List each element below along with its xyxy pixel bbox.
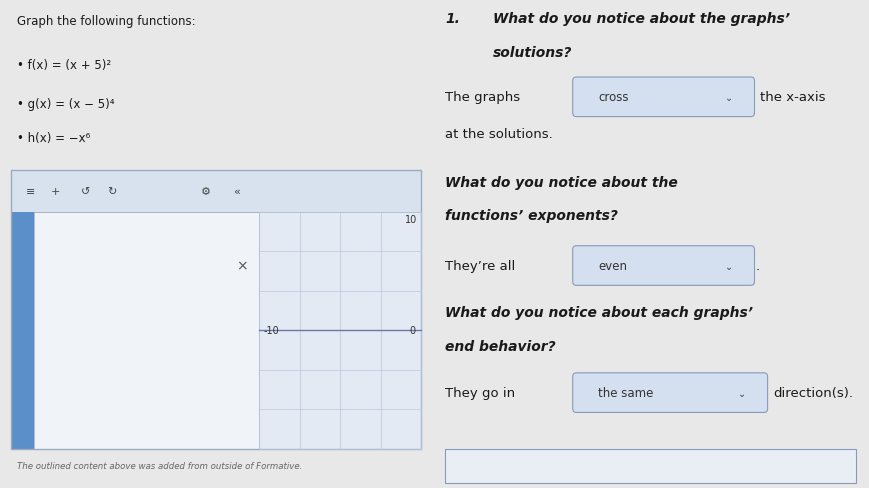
FancyBboxPatch shape [445,449,856,483]
FancyBboxPatch shape [573,78,754,117]
Text: The outlined content above was added from outside of Formative.: The outlined content above was added fro… [17,461,302,470]
Text: -10: -10 [263,325,279,336]
Text: What do you notice about the: What do you notice about the [445,176,678,190]
FancyBboxPatch shape [35,212,259,449]
FancyBboxPatch shape [259,212,421,449]
Text: the x-axis: the x-axis [760,91,826,104]
Text: What do you notice about the graphs’: What do you notice about the graphs’ [494,12,790,26]
Text: the same: the same [598,386,653,399]
Text: at the solutions.: at the solutions. [445,128,553,141]
FancyBboxPatch shape [573,246,754,286]
Text: +: + [51,186,61,197]
Text: «: « [233,186,240,197]
Text: • g(x) = (x − 5)⁴: • g(x) = (x − 5)⁴ [17,98,115,111]
Text: functions’ exponents?: functions’ exponents? [445,209,618,223]
Text: • h(x) = −x⁶: • h(x) = −x⁶ [17,132,90,145]
Text: ⌄: ⌄ [725,261,733,271]
Text: They’re all: They’re all [445,260,515,272]
Text: direction(s).: direction(s). [773,386,852,399]
FancyBboxPatch shape [573,373,767,413]
Text: ↺: ↺ [82,186,90,197]
Text: They go in: They go in [445,386,515,399]
Text: 1.: 1. [445,12,460,26]
FancyBboxPatch shape [10,171,421,212]
Text: end behavior?: end behavior? [445,339,556,353]
Text: • f(x) = (x + 5)²: • f(x) = (x + 5)² [17,59,111,72]
Text: Graph the following functions:: Graph the following functions: [17,15,196,28]
FancyBboxPatch shape [10,212,35,449]
Text: ≡: ≡ [25,186,35,197]
Text: ⌄: ⌄ [725,93,733,102]
Text: ×: × [236,259,248,273]
Text: .: . [755,260,760,272]
Text: cross: cross [598,91,628,104]
Text: solutions?: solutions? [494,46,573,61]
Text: even: even [598,260,627,272]
Text: ⚙: ⚙ [202,186,211,197]
Text: What do you notice about each graphs’: What do you notice about each graphs’ [445,305,753,319]
Text: ↻: ↻ [107,186,116,197]
Text: ⌄: ⌄ [738,388,746,398]
Text: 0: 0 [410,325,416,336]
Text: 10: 10 [405,215,417,224]
Text: The graphs: The graphs [445,91,521,104]
